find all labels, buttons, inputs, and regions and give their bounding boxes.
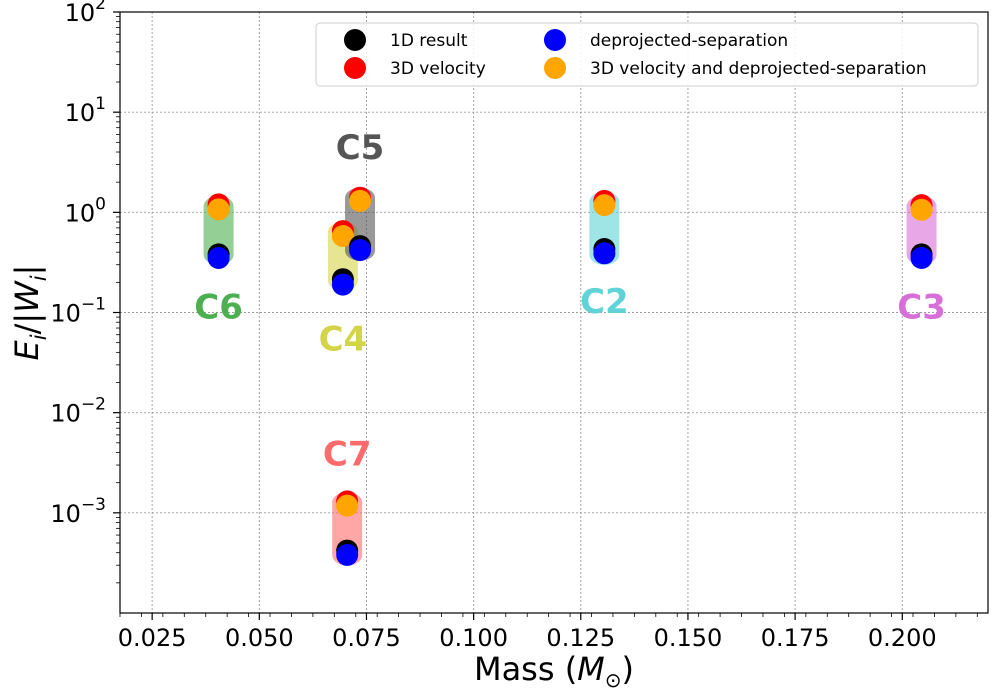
x-tick-label: 0.175 — [761, 624, 830, 652]
legend-label: 1D result — [390, 31, 468, 51]
y-tick-label: 10−3 — [50, 495, 106, 528]
y-tick-label: 10−2 — [50, 395, 106, 428]
point-c2-deprojected-separation — [593, 242, 616, 265]
y-axis-title: Ei/|Wi| — [8, 265, 51, 361]
point-c2-3d-velocity-and-deprojected-separation — [593, 194, 616, 217]
x-axis-ticks: 0.025 0.050 0.075 0.100 0.125 0.150 0.175 0.200 — [118, 613, 978, 652]
cluster-bands — [203, 187, 937, 566]
point-c4-3d-velocity-and-deprojected-separation — [331, 225, 354, 248]
x-tick-label: 0.200 — [868, 624, 937, 652]
cluster-label-c6: C6 — [194, 287, 243, 327]
x-tick-label: 0.125 — [546, 624, 615, 652]
cluster-label-c2: C2 — [580, 282, 629, 322]
x-axis-title: Mass (M⊙) — [474, 650, 634, 690]
point-c7-3d-velocity-and-deprojected-separation — [336, 494, 359, 517]
grid — [120, 12, 988, 613]
legend-label: 3D velocity and deprojected-separation — [590, 59, 927, 79]
y-tick-label: 10−1 — [50, 295, 106, 328]
y-axis-ticks: 10−3 10−2 10−1 100 101 102 — [50, 0, 120, 584]
x-tick-label: 0.075 — [332, 624, 401, 652]
cluster-labels: C6 C4 C5 C7 C2 C3 — [194, 128, 946, 475]
legend-label: deprojected-separation — [590, 31, 788, 51]
data-points — [207, 186, 933, 566]
x-axis-title-text: Mass — [474, 650, 555, 688]
point-c3-deprojected-separation — [910, 247, 933, 270]
point-c5-3d-velocity-and-deprojected-separation — [349, 189, 372, 212]
legend-box — [315, 22, 979, 87]
cluster-label-c4: C4 — [319, 320, 368, 360]
x-tick-label: 0.150 — [654, 624, 723, 652]
y-tick-label: 101 — [65, 94, 106, 127]
point-c7-deprojected-separation — [336, 543, 359, 566]
x-axis-unit: M — [577, 650, 605, 688]
y-axis-title-text: E — [8, 339, 46, 360]
y-axis-title-sub-2: i — [27, 275, 51, 281]
y-tick-label: 100 — [65, 194, 106, 227]
legend-marker — [344, 29, 366, 51]
x-tick-label: 0.050 — [225, 624, 294, 652]
legend-marker — [544, 29, 566, 51]
cluster-label-c5: C5 — [336, 128, 385, 168]
point-c6-3d-velocity-and-deprojected-separation — [207, 198, 230, 221]
legend-label: 3D velocity — [390, 59, 486, 79]
point-c6-deprojected-separation — [207, 247, 230, 270]
x-tick-label: 0.100 — [439, 624, 508, 652]
y-axis-title-sub: i — [27, 334, 51, 340]
x-tick-label: 0.025 — [118, 624, 187, 652]
legend: 1D result deprojected-separation 3D veloci… — [315, 22, 979, 87]
y-tick-label: 102 — [65, 0, 106, 27]
point-c4-deprojected-separation — [331, 273, 354, 296]
point-c5-deprojected-separation — [349, 239, 372, 262]
point-c3-3d-velocity-and-deprojected-separation — [910, 198, 933, 221]
cluster-label-c3: C3 — [897, 287, 946, 327]
cluster-label-c7: C7 — [323, 435, 372, 475]
legend-marker — [544, 57, 566, 79]
legend-marker — [344, 57, 366, 79]
